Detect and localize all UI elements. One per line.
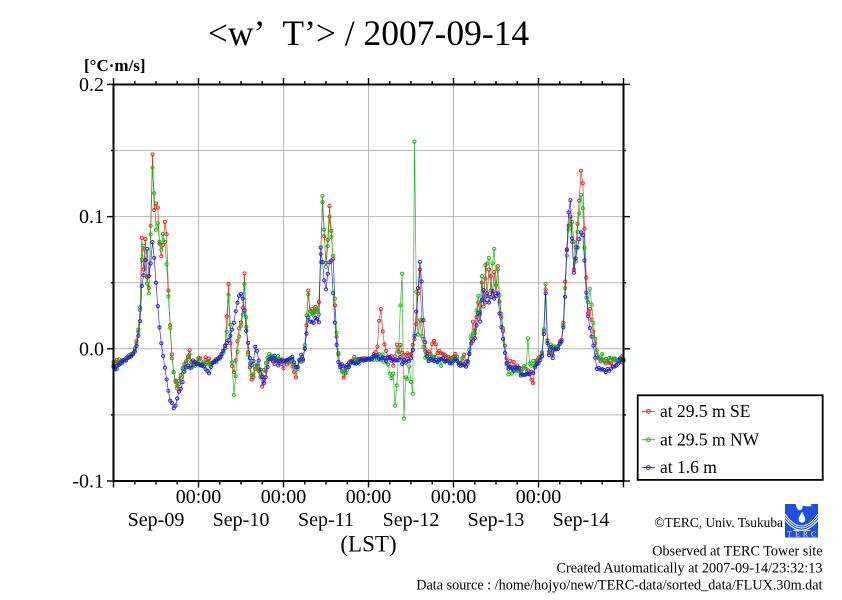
svg-text:00:00: 00:00 — [346, 486, 392, 508]
svg-text:at 29.5 m NW: at 29.5 m NW — [660, 429, 760, 449]
svg-text:C: C — [811, 529, 816, 538]
svg-text:-0.1: -0.1 — [72, 471, 104, 493]
svg-text:Data source : /home/hojyo/new/: Data source : /home/hojyo/new/TERC-data/… — [416, 578, 822, 594]
svg-text:at 29.5 m SE: at 29.5 m SE — [660, 401, 750, 421]
svg-text:[°C·m/s]: [°C·m/s] — [84, 56, 146, 75]
svg-text:0.2: 0.2 — [79, 74, 104, 96]
svg-text:Sep-12: Sep-12 — [383, 509, 440, 531]
svg-text:T: T — [787, 529, 792, 538]
svg-text:E: E — [795, 529, 800, 538]
svg-text:Sep-11: Sep-11 — [298, 509, 354, 531]
svg-text:Sep-14: Sep-14 — [553, 509, 610, 531]
svg-text:Sep-13: Sep-13 — [468, 509, 525, 531]
svg-text:Sep-10: Sep-10 — [213, 509, 270, 531]
svg-text:R: R — [803, 529, 808, 538]
svg-text:0.1: 0.1 — [79, 206, 104, 228]
svg-text:0.0: 0.0 — [79, 338, 104, 360]
svg-text:00:00: 00:00 — [431, 486, 477, 508]
svg-text:Observed at TERC Tower site: Observed at TERC Tower site — [652, 544, 822, 560]
svg-text:00:00: 00:00 — [261, 486, 307, 508]
svg-text:(LST): (LST) — [340, 532, 396, 557]
svg-text:00:00: 00:00 — [176, 486, 222, 508]
svg-text:Sep-09: Sep-09 — [128, 509, 185, 531]
svg-text:at 1.6 m: at 1.6 m — [660, 457, 717, 477]
svg-text:Created Automatically at 2007-: Created Automatically at 2007-09-14/23:3… — [557, 561, 823, 577]
svg-text:00:00: 00:00 — [516, 486, 562, 508]
svg-text:©TERC, Univ. Tsukuba: ©TERC, Univ. Tsukuba — [654, 515, 783, 530]
svg-text:<w’ T’> / 2007-09-14: <w’ T’> / 2007-09-14 — [208, 13, 530, 53]
